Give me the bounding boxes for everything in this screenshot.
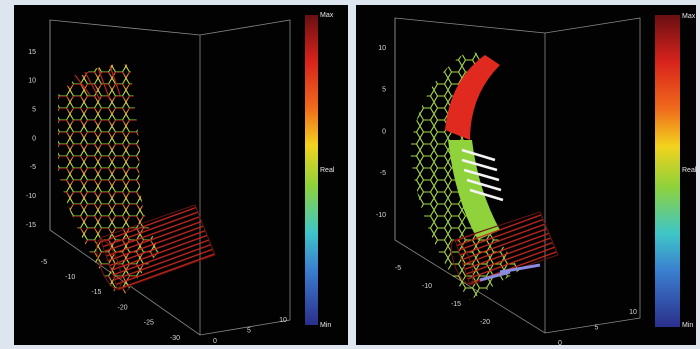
panel-right (356, 5, 696, 345)
figure: 15 10 5 0 -5 -10 -15 -5 -10 -15 -20 -25 -30 0 5 10 Max Re… (0, 0, 700, 349)
vertical-tick-label: 10 (378, 45, 386, 52)
depth-tick-label: -20 (480, 319, 490, 326)
depth-tick-label: -15 (451, 301, 461, 308)
x-tick-label: 10 (279, 317, 287, 324)
colorbar (305, 15, 318, 325)
depth-tick-label: -10 (422, 283, 432, 290)
vertical-tick-label: 15 (28, 49, 36, 56)
colorbar-mid: Real (682, 167, 697, 174)
x-tick-label: 5 (247, 327, 251, 334)
depth-tick-label: -15 (91, 289, 101, 296)
x-tick-label: 0 (558, 340, 562, 347)
colorbar-max: Max (682, 13, 696, 20)
x-tick-label: 10 (629, 309, 637, 316)
depth-tick-label: -10 (65, 274, 75, 281)
vertical-tick-label: -5 (30, 164, 36, 171)
vertical-tick-label: -10 (376, 212, 386, 219)
vertical-tick-label: -15 (26, 222, 36, 229)
vertical-tick-label: 5 (382, 87, 386, 94)
depth-tick-label: -20 (118, 304, 128, 311)
colorbar-min: Min (320, 322, 331, 329)
vertical-tick-label: 5 (32, 107, 36, 114)
vertical-tick-label: -5 (380, 170, 386, 177)
colorbar-max: Max (320, 12, 334, 19)
x-tick-label: 5 (595, 324, 599, 331)
colorbar (655, 15, 680, 327)
colorbar-min: Min (682, 322, 693, 329)
depth-tick-label: -30 (170, 335, 180, 342)
vertical-tick-label: 0 (382, 128, 386, 135)
x-tick-label: 0 (213, 338, 217, 345)
depth-tick-label: -25 (144, 320, 154, 327)
depth-tick-label: -5 (395, 265, 401, 272)
vertical-tick-label: 10 (28, 78, 36, 85)
colorbar-mid: Real (320, 167, 335, 174)
depth-tick-label: -5 (41, 259, 47, 266)
vertical-tick-label: 0 (32, 135, 36, 142)
vertical-tick-label: -10 (26, 193, 36, 200)
